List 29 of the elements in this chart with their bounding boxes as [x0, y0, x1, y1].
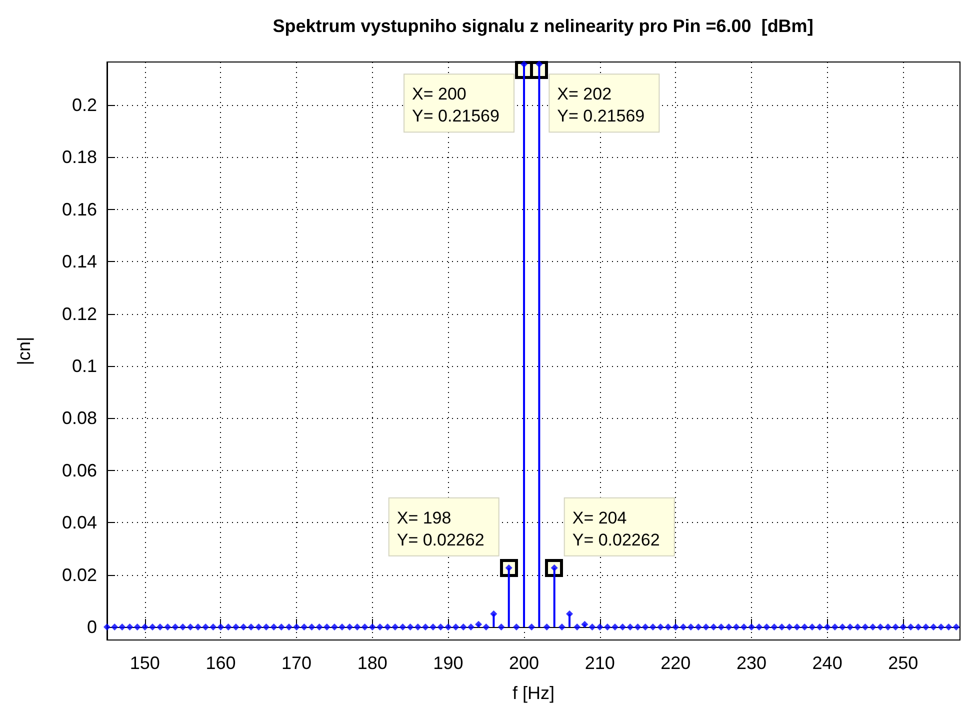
x-tick-label: 220: [660, 653, 691, 673]
y-tick-label: 0.2: [72, 95, 97, 116]
annotation: X= 200 Y= 0.21569: [412, 84, 500, 126]
x-tick-label: 160: [206, 653, 236, 673]
y-tick-label: 0.16: [62, 199, 97, 220]
annotation: X= 198 Y= 0.02262: [396, 508, 484, 550]
x-tick-label: 240: [812, 653, 842, 673]
y-tick-label: 0.12: [62, 304, 97, 324]
y-tick-label: 0.02: [62, 564, 97, 585]
y-tick-label: 0: [86, 616, 97, 637]
x-tick-label: 230: [736, 653, 767, 673]
y-tick-label: 0.06: [62, 460, 97, 480]
y-tick-label: 0.04: [62, 512, 97, 533]
x-tick-label: 150: [130, 653, 160, 673]
x-tick-label: 180: [357, 653, 388, 673]
y-tick-label: 0.1: [72, 356, 97, 376]
x-tick-label: 200: [509, 653, 540, 673]
y-tick-label: 0.14: [62, 252, 97, 272]
annotation: X= 204 Y= 0.02262: [572, 508, 660, 550]
annotation: X= 202 Y= 0.21569: [557, 84, 645, 126]
y-axis-title: |cn|: [14, 336, 34, 366]
y-tick-label: 0.08: [62, 408, 97, 428]
x-tick-label: 210: [584, 653, 615, 673]
x-axis-title: f [Hz]: [512, 683, 555, 703]
x-tick-label: 190: [433, 653, 464, 673]
x-tick-label: 170: [282, 653, 312, 673]
chart-title: Spektrum vystupniho signalu z nelinearity pro Pin =6.00 [dBm]: [272, 16, 814, 36]
x-tick-label: 250: [888, 653, 918, 673]
y-tick-label: 0.18: [62, 147, 97, 168]
